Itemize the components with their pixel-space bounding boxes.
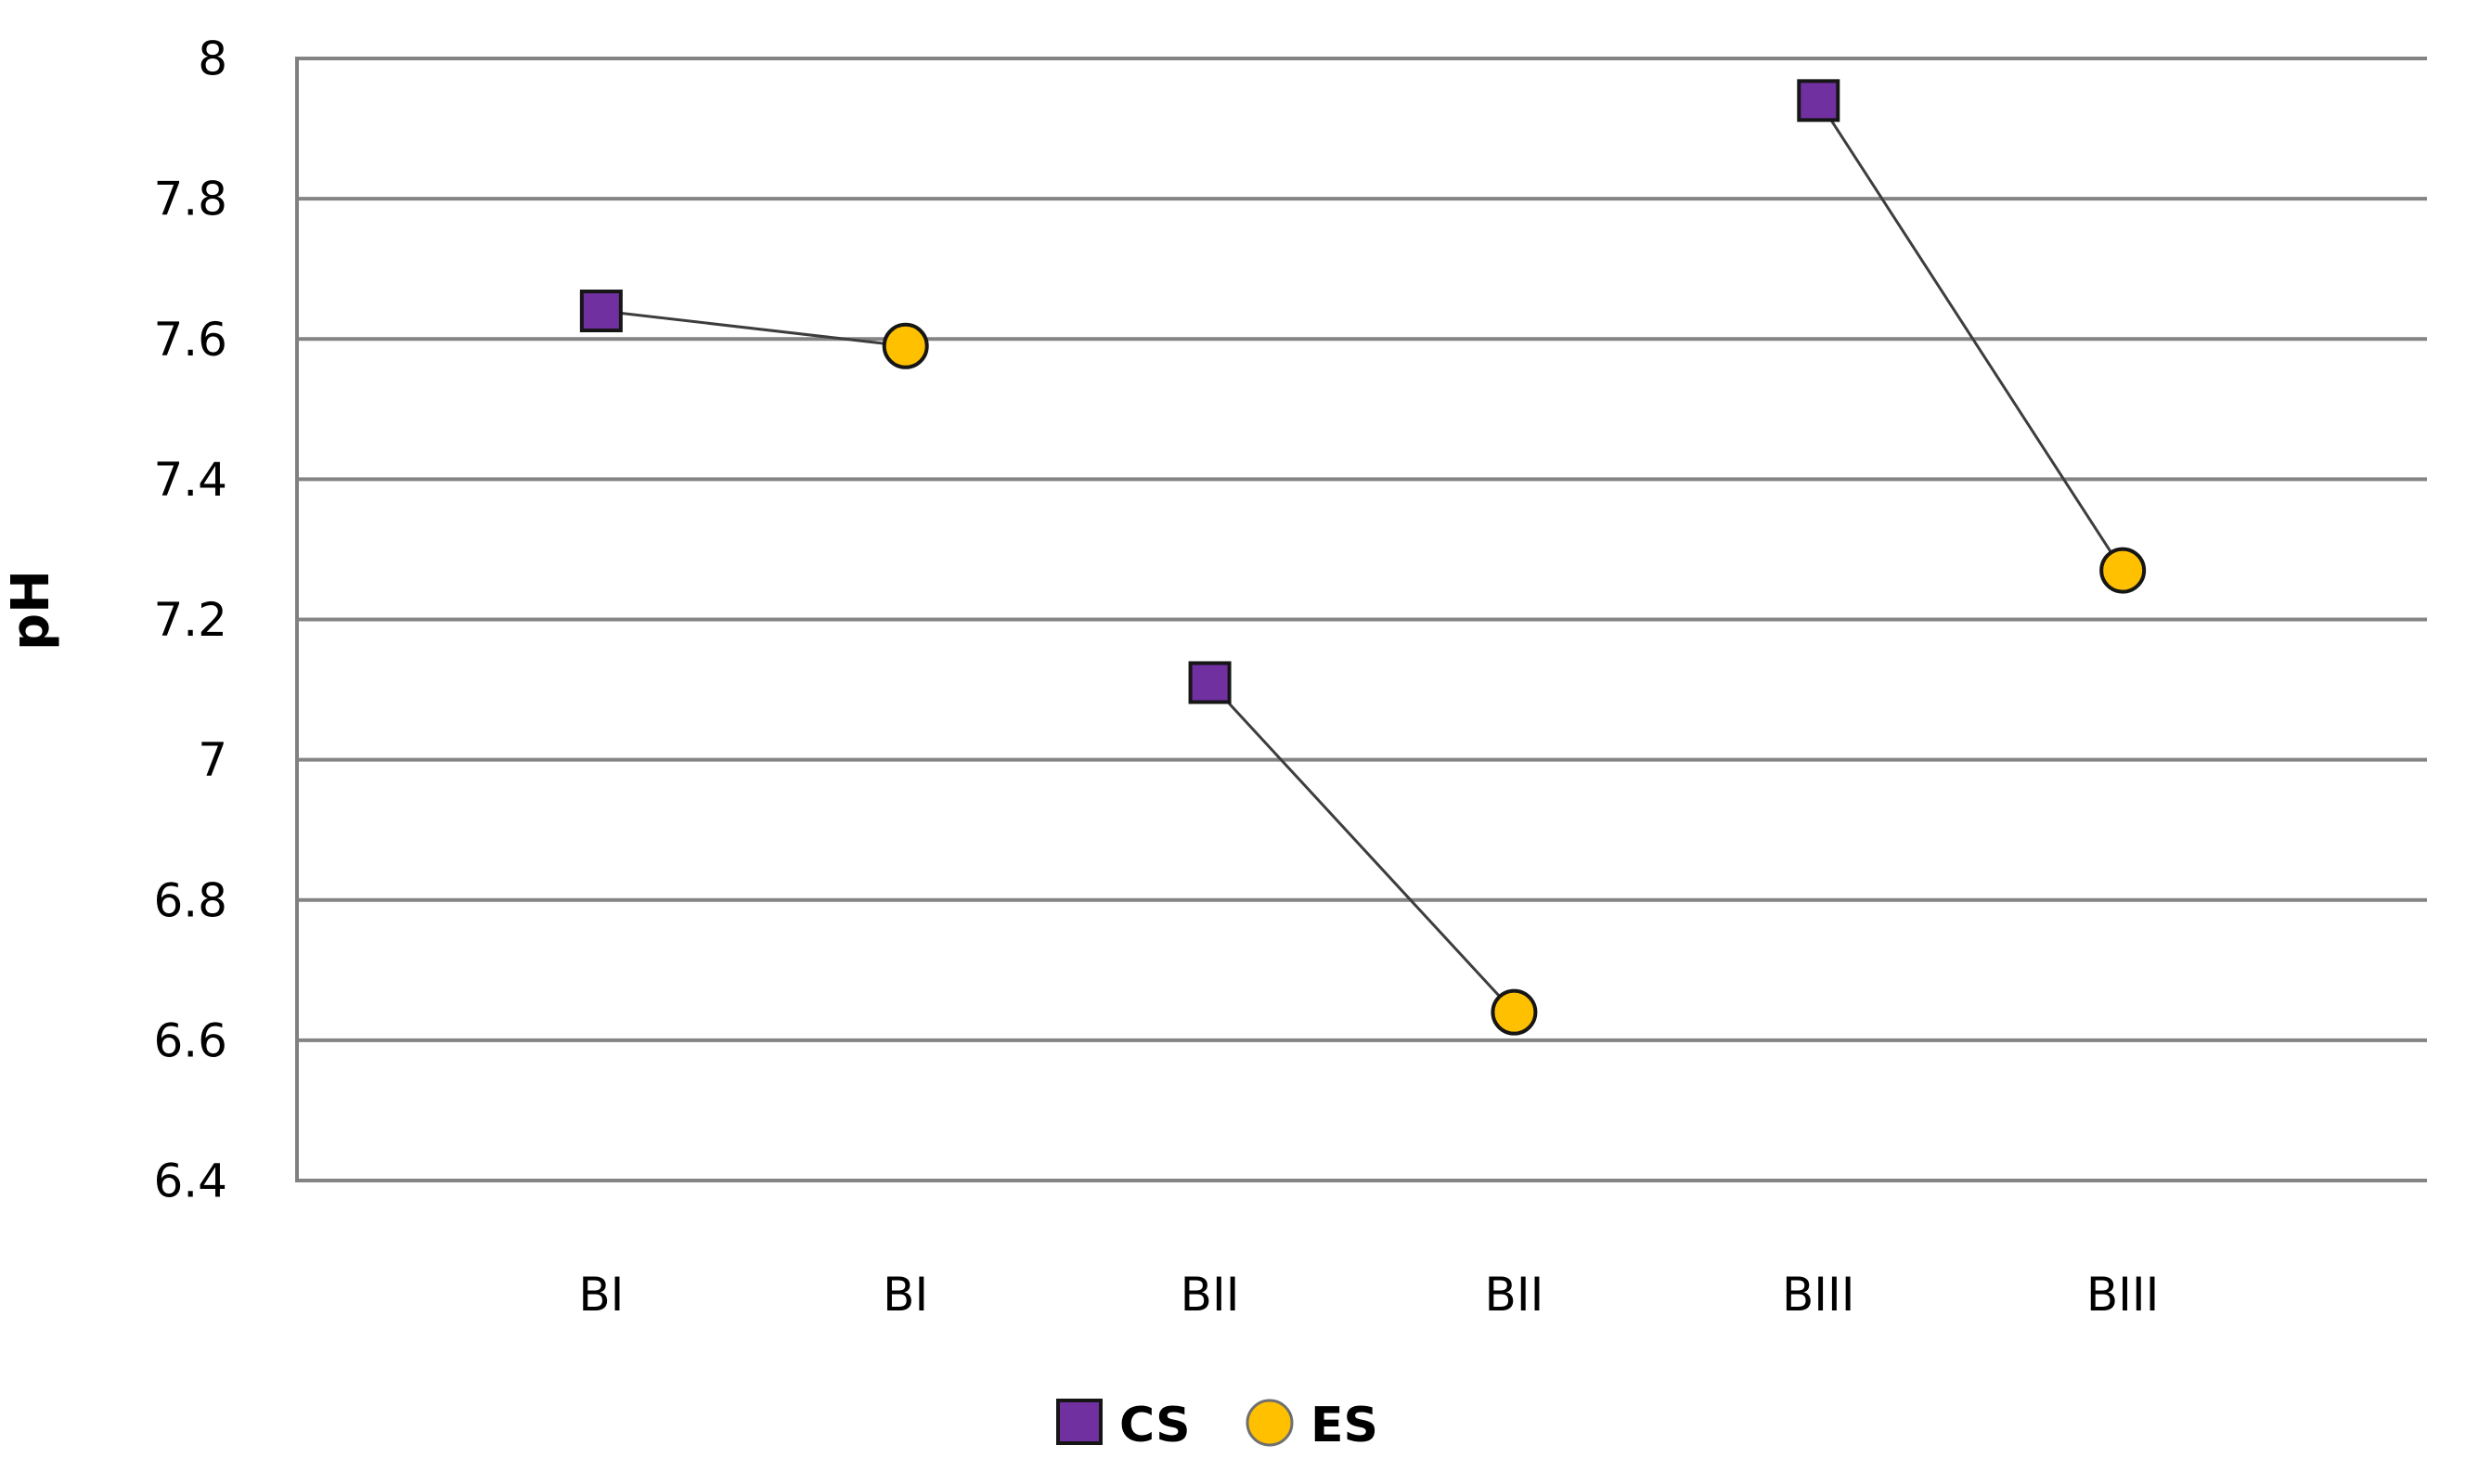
y-tick-label: 7.2: [153, 593, 227, 647]
pair-connector-line: [1208, 681, 1516, 1013]
data-point-cs-square: [579, 290, 623, 333]
y-tick-label: 6.4: [153, 1155, 227, 1208]
y-tick-label: 6.6: [153, 1013, 227, 1067]
data-point-es-circle: [2099, 547, 2147, 594]
data-point-es-circle: [882, 322, 929, 369]
legend-es-marker-icon: [1246, 1399, 1294, 1447]
data-point-cs-square: [1188, 661, 1232, 704]
legend-cs-label: CS: [1119, 1398, 1191, 1453]
y-tick-label: 7.6: [153, 313, 227, 367]
pair-connector-line: [1817, 99, 2124, 572]
y-axis-title: pH: [1, 570, 61, 651]
y-tick-label: 7: [198, 733, 227, 787]
pair-connector-line: [600, 309, 906, 348]
data-point-cs-square: [1797, 79, 1840, 123]
x-tick-label: BIII: [1782, 1268, 1855, 1322]
legend-cs-marker-icon: [1056, 1399, 1103, 1445]
y-tick-label: 6.8: [153, 873, 227, 927]
x-tick-label: BI: [883, 1268, 928, 1322]
x-tick-label: BII: [1485, 1268, 1544, 1322]
y-tick-label: 7.8: [153, 173, 227, 226]
x-tick-label: BI: [578, 1268, 624, 1322]
y-tick-label: 8: [198, 32, 227, 86]
x-tick-label: BIII: [2086, 1268, 2160, 1322]
x-tick-label: BII: [1181, 1268, 1240, 1322]
legend-es-label: ES: [1310, 1398, 1378, 1453]
data-point-es-circle: [1491, 988, 1538, 1036]
y-tick-label: 7.4: [153, 453, 227, 507]
